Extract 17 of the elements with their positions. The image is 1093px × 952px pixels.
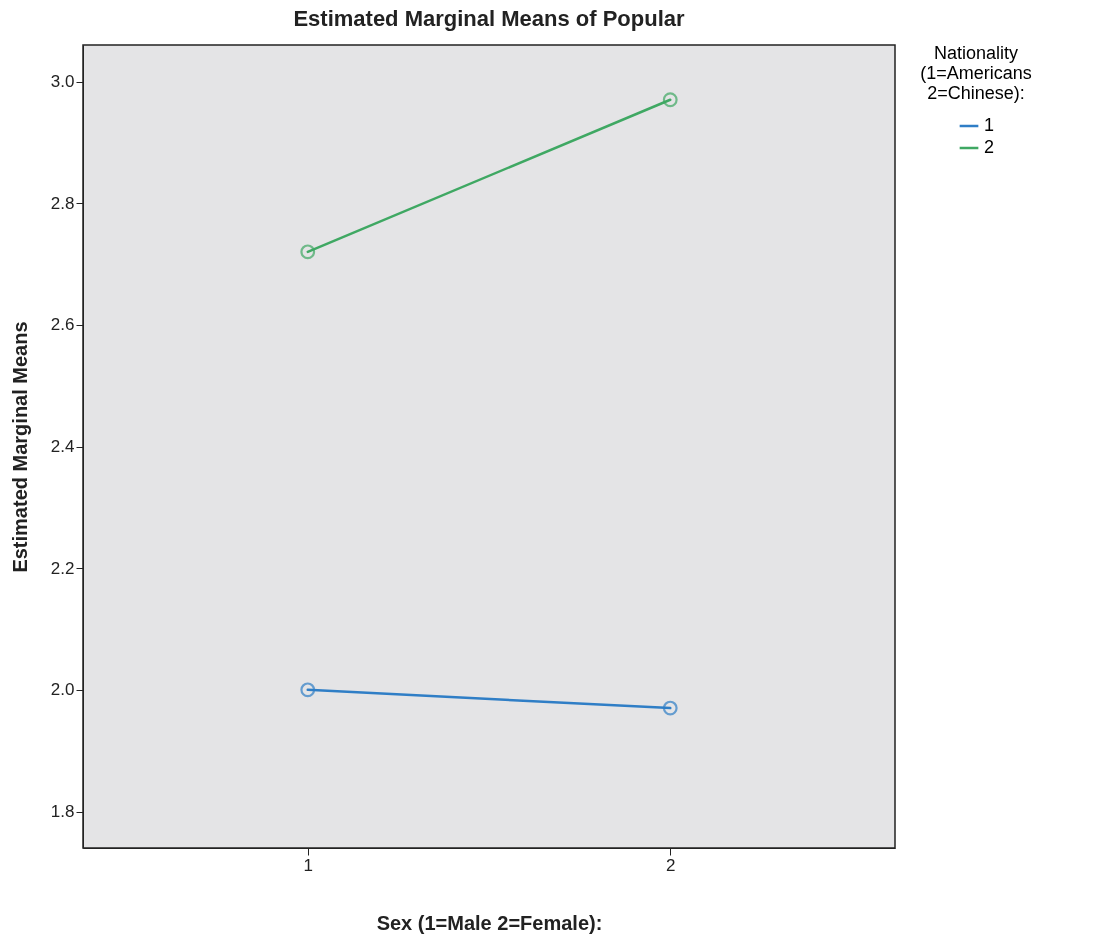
legend-label: 2 [984,137,995,157]
legend-label: 1 [984,115,995,135]
y-axis-title: Estimated Marginal Means [8,321,31,573]
y-tick-label: 2.0 [50,680,75,700]
point [662,700,678,716]
y-tick-label: 3.0 [50,72,75,91]
point [300,244,316,260]
point [662,92,678,108]
y-tick-label: 2.4 [50,437,75,456]
y-tick-label: 2.8 [50,193,75,213]
legend-title: Nationality (1=Americans 2=Chinese): [920,43,1032,103]
y-tick-label: 2.2 [50,558,75,578]
x-axis-title: Sex (1=Male 2=Female): [376,911,603,934]
y-tick-label: 2.6 [50,315,75,335]
chart-title: Estimated Marginal Means of Popular [293,6,686,31]
y-tick-label: 1.8 [50,802,75,821]
point [300,682,316,698]
